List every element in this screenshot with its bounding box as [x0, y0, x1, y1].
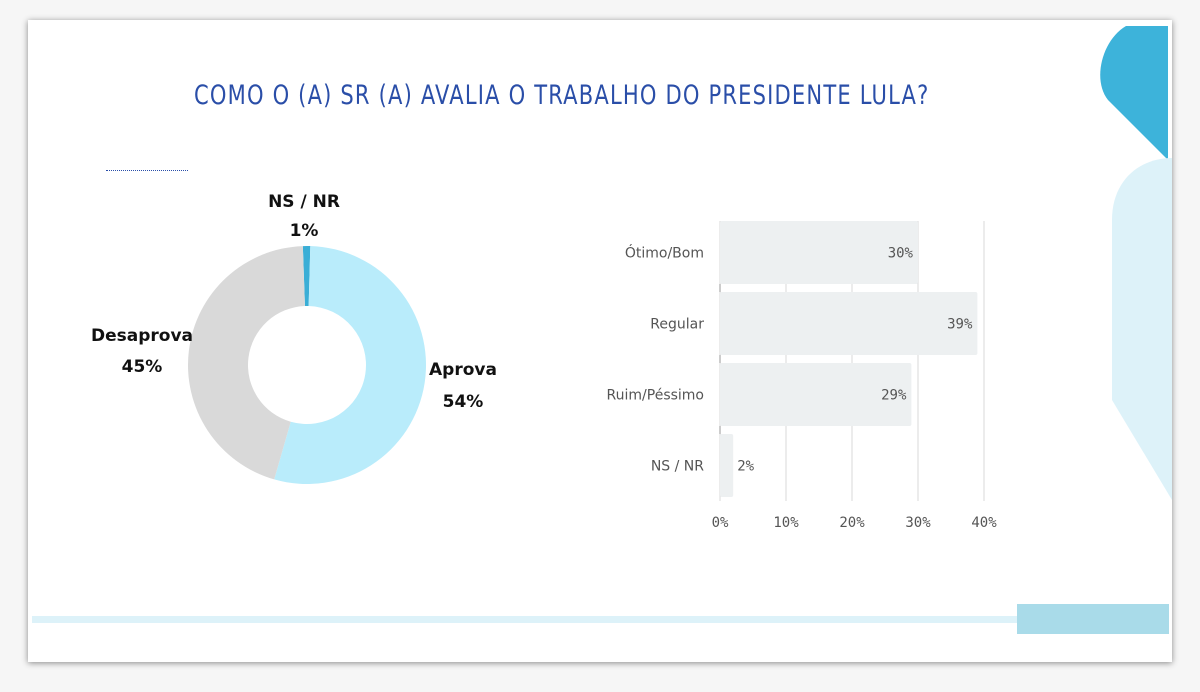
category-label: Regular — [650, 317, 704, 333]
bar-chart: Ótimo/Bom 30% Regular 39% Ruim/Péssimo 29% NS … — [607, 221, 997, 531]
title-underline — [106, 170, 188, 171]
x-tick-label: 20% — [839, 515, 865, 531]
donut-slice-aprova — [274, 246, 426, 485]
nsnr-donut-pct: 1% — [290, 221, 319, 241]
bottom-accent-block — [1017, 604, 1169, 634]
desaprova-label-name: Desaprova — [91, 326, 193, 346]
aprova-label-name: Aprova — [429, 360, 497, 380]
donut-chart — [187, 245, 426, 485]
x-tick-label: 30% — [905, 515, 931, 531]
data-label: 2% — [737, 459, 754, 475]
category-label: Ótimo/Bom — [625, 244, 704, 262]
donut-slice-nsnr — [302, 245, 311, 307]
x-tick-label: 0% — [712, 515, 729, 531]
donut-slice-desaprova — [187, 246, 305, 480]
bar-0 — [720, 221, 918, 284]
data-label: 30% — [888, 246, 914, 262]
aprova-label-pct: 54% — [443, 392, 484, 412]
bar-1 — [720, 292, 978, 355]
category-label: NS / NR — [651, 459, 704, 475]
desaprova-label-pct: 45% — [122, 357, 163, 377]
bar-3 — [720, 434, 734, 497]
category-label: Ruim/Péssimo — [607, 388, 704, 404]
slide-title: COMO O (A) SR (A) AVALIA O TRABALHO DO P… — [194, 80, 930, 111]
data-label: 29% — [881, 388, 907, 404]
decorative-shapes — [32, 26, 1172, 634]
accent-shape-top — [1100, 26, 1168, 160]
data-label: 39% — [947, 317, 973, 333]
nsnr-donut-name: NS / NR — [268, 192, 340, 212]
bar-2 — [720, 363, 912, 426]
accent-shape-light — [1112, 158, 1172, 500]
x-tick-label: 40% — [971, 515, 997, 531]
bottom-accent-line — [32, 616, 1112, 623]
x-tick-label: 10% — [773, 515, 799, 531]
